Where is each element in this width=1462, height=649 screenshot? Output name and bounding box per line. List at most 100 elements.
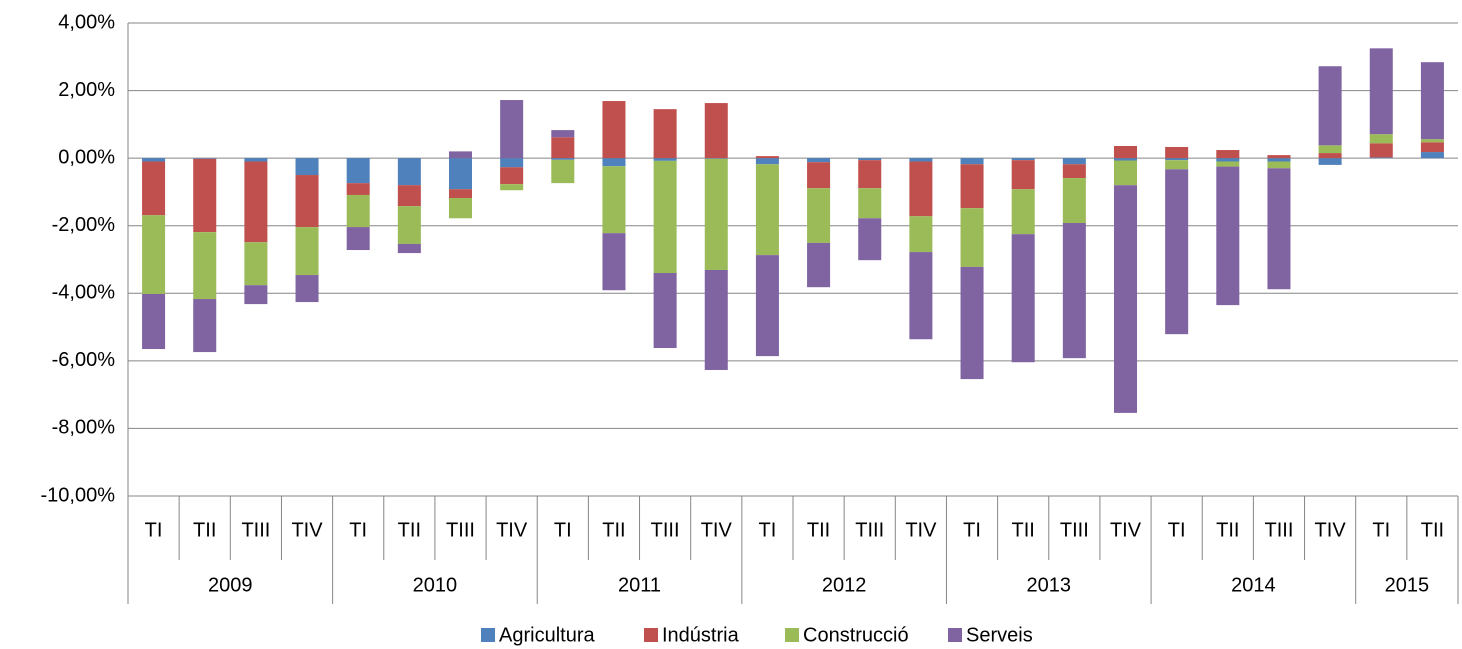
bar [1420, 139, 1444, 143]
group-label: 2010 [413, 574, 458, 596]
bar [448, 198, 473, 219]
bar [551, 137, 575, 159]
bar [704, 269, 728, 370]
bar [448, 189, 473, 199]
bar [1420, 62, 1444, 140]
x-tick-label: TIV [701, 519, 733, 541]
bar [1062, 164, 1086, 179]
bar [704, 158, 728, 159]
legend-swatch [785, 628, 799, 642]
bar [142, 215, 166, 294]
bar [397, 185, 421, 207]
bar [1011, 189, 1035, 235]
bar [397, 206, 421, 244]
bar [500, 184, 524, 191]
bar [1216, 166, 1240, 306]
group-label: 2015 [1385, 574, 1430, 596]
bar [602, 233, 626, 291]
bar [807, 162, 831, 189]
bar [551, 158, 575, 160]
bar [500, 158, 524, 168]
bar [346, 183, 370, 195]
bar [1267, 155, 1291, 159]
bar [1216, 158, 1240, 162]
bar [397, 243, 421, 254]
x-tick-label: TIV [496, 519, 528, 541]
bar [704, 103, 728, 159]
bar [1165, 169, 1189, 335]
bar [1216, 161, 1240, 167]
bar [1267, 158, 1291, 162]
bar [909, 216, 933, 253]
x-tick-label: TI [963, 519, 981, 541]
bar [193, 158, 217, 159]
legend-label: Agricultura [499, 624, 595, 646]
bar [1318, 158, 1342, 165]
bar [1011, 234, 1035, 363]
bar [1369, 134, 1393, 144]
bar [1062, 223, 1086, 359]
bar [1318, 145, 1342, 154]
bar [1369, 48, 1393, 135]
bar [295, 175, 319, 228]
bar [244, 285, 268, 305]
x-tick-label: TI [1372, 519, 1390, 541]
bar [193, 158, 217, 233]
y-tick-label: -8,00% [52, 417, 116, 439]
bar [807, 242, 831, 288]
bar [653, 158, 677, 161]
x-tick-label: TII [1012, 519, 1035, 541]
bar [1011, 160, 1035, 190]
bar [500, 100, 524, 159]
bar [858, 218, 882, 261]
bar [755, 158, 779, 165]
bar [1318, 66, 1342, 146]
bar [295, 275, 319, 303]
x-tick-label: TIV [1315, 519, 1347, 541]
bar [909, 252, 933, 340]
bar [807, 158, 831, 163]
x-tick-label: TI [759, 519, 777, 541]
bar [960, 266, 984, 380]
bar [142, 293, 166, 350]
bar [346, 227, 370, 251]
bar [909, 158, 933, 162]
y-tick-label: -4,00% [52, 282, 116, 304]
legend-swatch [644, 628, 658, 642]
group-label: 2009 [208, 574, 253, 596]
x-tick-label: TI [1168, 519, 1186, 541]
bar [295, 227, 319, 276]
x-tick-label: TIII [1265, 519, 1294, 541]
bar [960, 208, 984, 267]
bar [755, 156, 779, 159]
y-tick-label: -2,00% [52, 214, 116, 236]
group-label: 2013 [1027, 574, 1072, 596]
bar [1216, 150, 1240, 159]
bar [142, 161, 166, 216]
legend-swatch [481, 628, 495, 642]
x-tick-label: TIII [241, 519, 270, 541]
bar [602, 101, 626, 159]
y-tick-label: -6,00% [52, 349, 116, 371]
bar [244, 158, 268, 162]
bar [1011, 158, 1035, 161]
legend-swatch [948, 628, 962, 642]
bar [346, 194, 370, 228]
x-tick-label: TI [554, 519, 572, 541]
x-tick-label: TII [193, 519, 216, 541]
x-tick-label: TIII [651, 519, 680, 541]
bar [1165, 146, 1189, 159]
bar [960, 158, 984, 165]
y-tick-label: 0,00% [58, 146, 115, 168]
x-tick-label: TIII [446, 519, 475, 541]
bar [653, 160, 677, 274]
bar [1420, 142, 1444, 153]
bar [1062, 178, 1086, 224]
bar [1113, 185, 1138, 413]
legend-label: Indústria [662, 624, 740, 646]
bar [551, 159, 575, 184]
bar [244, 161, 268, 243]
bar [807, 188, 831, 243]
bar [653, 109, 677, 159]
